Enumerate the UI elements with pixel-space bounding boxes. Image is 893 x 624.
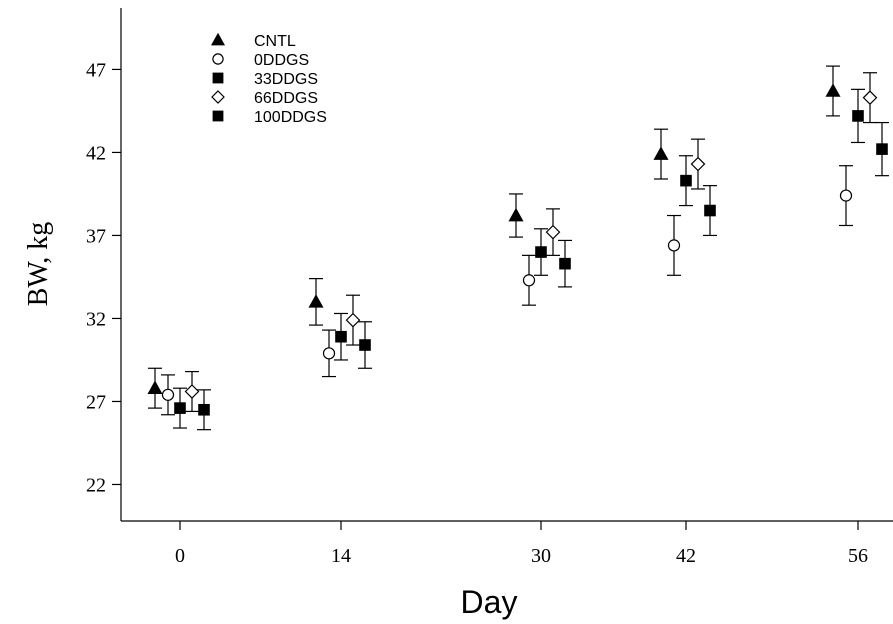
y-tick-label: 32 [86,308,106,330]
data-point [653,146,669,160]
legend-item: 100DDGS [212,109,327,126]
x-tick-label: 30 [531,545,551,567]
data-point [345,312,361,328]
legend-item: CNTL [210,32,296,50]
x-ticks: 0 14 30 42 56 [175,521,868,567]
data-point [335,330,347,343]
series-100ddgs [197,121,889,431]
data-point [161,388,175,401]
data-point [680,174,692,187]
series-cntl [147,65,841,409]
y-axis-title: BW, kg [23,222,54,307]
series-layer [147,65,889,431]
data-point [322,347,336,360]
legend-item: 0DDGS [212,52,309,69]
data-point [184,384,200,399]
data-point [667,239,681,252]
data-point [535,246,547,258]
data-point [522,274,536,287]
y-tick-label: 37 [86,225,106,247]
data-point [147,380,163,394]
x-tick-label: 56 [848,545,868,567]
legend-label: 66DDGS [254,90,318,107]
legend-marker [211,90,225,104]
series-33ddgs [173,88,865,429]
x-axis-title: Day [461,584,518,620]
y-ticks: 22 27 32 37 42 47 [86,59,121,496]
data-point [198,403,210,416]
x-tick-label: 42 [676,545,696,567]
data-point [308,294,324,308]
y-tick-label: 27 [86,391,106,413]
axes [120,8,893,522]
data-point [174,402,186,414]
data-point [359,339,371,351]
series-0ddgs [161,165,853,416]
x-tick-label: 0 [175,545,185,567]
data-point [704,204,716,217]
series-66ddgs [184,72,878,413]
data-point [545,224,561,240]
y-tick-label: 22 [86,474,106,496]
legend-label: CNTL [254,33,296,50]
legend-item: 66DDGS [211,90,318,107]
legend: CNTL 0DDGS 33DDGS 66DDGS 100DDGS [210,32,327,126]
legend-label: 0DDGS [254,52,309,69]
legend-marker [212,72,224,84]
data-point [825,83,841,97]
legend-label: 33DDGS [254,71,318,88]
legend-item: 33DDGS [212,71,318,88]
data-point [839,189,853,202]
data-point [559,257,571,270]
y-tick-label: 42 [86,142,106,164]
legend-marker [210,32,226,46]
x-tick-label: 14 [331,545,351,567]
y-tick-label: 47 [86,59,106,81]
data-point [876,143,888,155]
data-point [508,207,524,222]
legend-marker [212,53,224,65]
data-point [690,156,706,172]
legend-marker [212,110,224,122]
data-point [852,110,864,122]
legend-label: 100DDGS [254,109,327,126]
data-point [862,90,878,105]
